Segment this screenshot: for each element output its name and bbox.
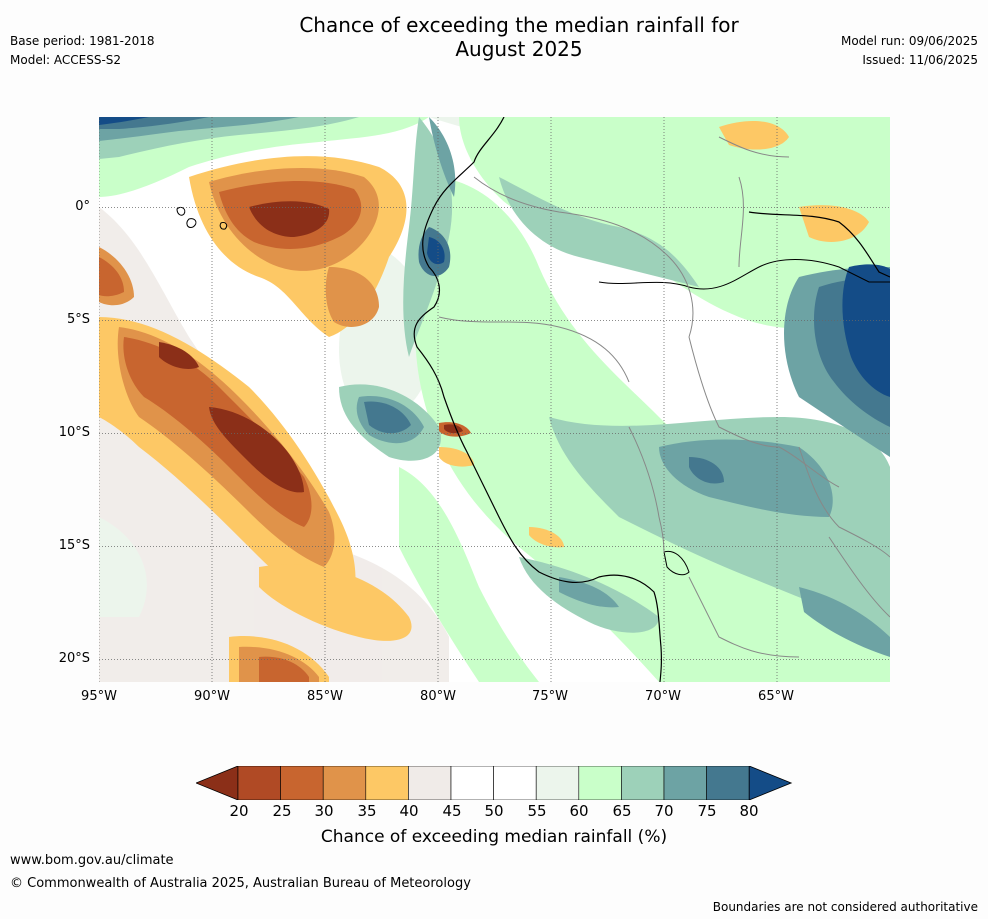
colorbar-extend-low bbox=[194, 765, 239, 801]
lat-label-15s: 15°S bbox=[58, 538, 90, 553]
colorbar-tick-35: 35 bbox=[357, 802, 377, 820]
lat-label-0: 0° bbox=[75, 199, 90, 214]
title-line-1: Chance of exceeding the median rainfall … bbox=[299, 13, 739, 37]
colorbar-segment bbox=[493, 765, 537, 801]
colorbar-tick-55: 55 bbox=[527, 802, 547, 820]
lon-label-80w: 80°W bbox=[420, 689, 456, 704]
brown-zones bbox=[159, 201, 463, 493]
colorbar-tick-45: 45 bbox=[442, 802, 462, 820]
colorbar-tick-40: 40 bbox=[399, 802, 419, 820]
colorbar-segment bbox=[578, 765, 622, 801]
colorbar-segment bbox=[621, 765, 665, 801]
colorbar-segment bbox=[706, 765, 750, 801]
meta-right: Model run: 09/06/2025 Issued: 11/06/2025 bbox=[841, 32, 978, 70]
colorbar bbox=[194, 765, 794, 801]
lon-label-65w: 65°W bbox=[758, 689, 794, 704]
colorbar-segment bbox=[322, 765, 367, 801]
colorbar-tick-70: 70 bbox=[654, 802, 674, 820]
footer-url: www.bom.gov.au/climate bbox=[10, 853, 174, 868]
lon-label-70w: 70°W bbox=[645, 689, 681, 704]
lon-label-85w: 85°W bbox=[307, 689, 343, 704]
issued-text: Issued: 11/06/2025 bbox=[862, 53, 978, 67]
lon-label-75w: 75°W bbox=[532, 689, 568, 704]
south-america-coastline bbox=[413, 117, 663, 682]
colorbar-segment bbox=[237, 765, 281, 801]
colorbar-segment bbox=[280, 765, 324, 801]
country-boundaries bbox=[438, 136, 890, 658]
colorbar-tick-50: 50 bbox=[484, 802, 504, 820]
gridlines bbox=[99, 117, 890, 682]
lon-label-95w: 95°W bbox=[81, 689, 117, 704]
chart-title: Chance of exceeding the median rainfall … bbox=[200, 13, 838, 61]
model-text: Model: ACCESS-S2 bbox=[10, 53, 122, 67]
footer-disclaimer: Boundaries are not considered authoritat… bbox=[712, 900, 978, 914]
lat-label-5s: 5°S bbox=[66, 312, 90, 327]
colorbar-segment bbox=[663, 765, 707, 801]
amazon-coastline bbox=[748, 211, 890, 278]
colorbar-segment bbox=[365, 765, 409, 801]
colorbar-label: Chance of exceeding median rainfall (%) bbox=[320, 827, 668, 847]
rainfall-map bbox=[99, 117, 890, 682]
colorbar-segment bbox=[535, 765, 580, 801]
footer-copyright: © Commonwealth of Australia 2025, Austra… bbox=[10, 876, 471, 891]
colorbar-tick-65: 65 bbox=[612, 802, 632, 820]
lat-label-20s: 20°S bbox=[58, 651, 90, 666]
colorbar-graphic bbox=[194, 765, 793, 801]
river-outline bbox=[598, 259, 890, 290]
model-run-text: Model run: 09/06/2025 bbox=[840, 34, 978, 48]
colorbar-tick-25: 25 bbox=[272, 802, 292, 820]
map-canvas bbox=[99, 117, 890, 682]
lon-label-90w: 90°W bbox=[194, 689, 230, 704]
dark-blue-zones bbox=[99, 117, 890, 397]
colorbar-tick-75: 75 bbox=[697, 802, 717, 820]
base-period-text: Base period: 1981-2018 bbox=[10, 34, 155, 48]
title-line-2: August 2025 bbox=[455, 37, 583, 61]
colorbar-tick-60: 60 bbox=[569, 802, 589, 820]
colorbar-extend-high bbox=[748, 765, 793, 801]
colorbar-tick-80: 80 bbox=[739, 802, 759, 820]
colorbar-tick-20: 20 bbox=[229, 802, 249, 820]
meta-left: Base period: 1981-2018 Model: ACCESS-S2 bbox=[10, 32, 155, 70]
lat-label-10s: 10°S bbox=[58, 425, 90, 440]
colorbar-tick-30: 30 bbox=[314, 802, 334, 820]
lake-titicaca bbox=[663, 550, 690, 576]
colorbar-segment bbox=[450, 765, 494, 801]
colorbar-segment bbox=[408, 765, 452, 801]
